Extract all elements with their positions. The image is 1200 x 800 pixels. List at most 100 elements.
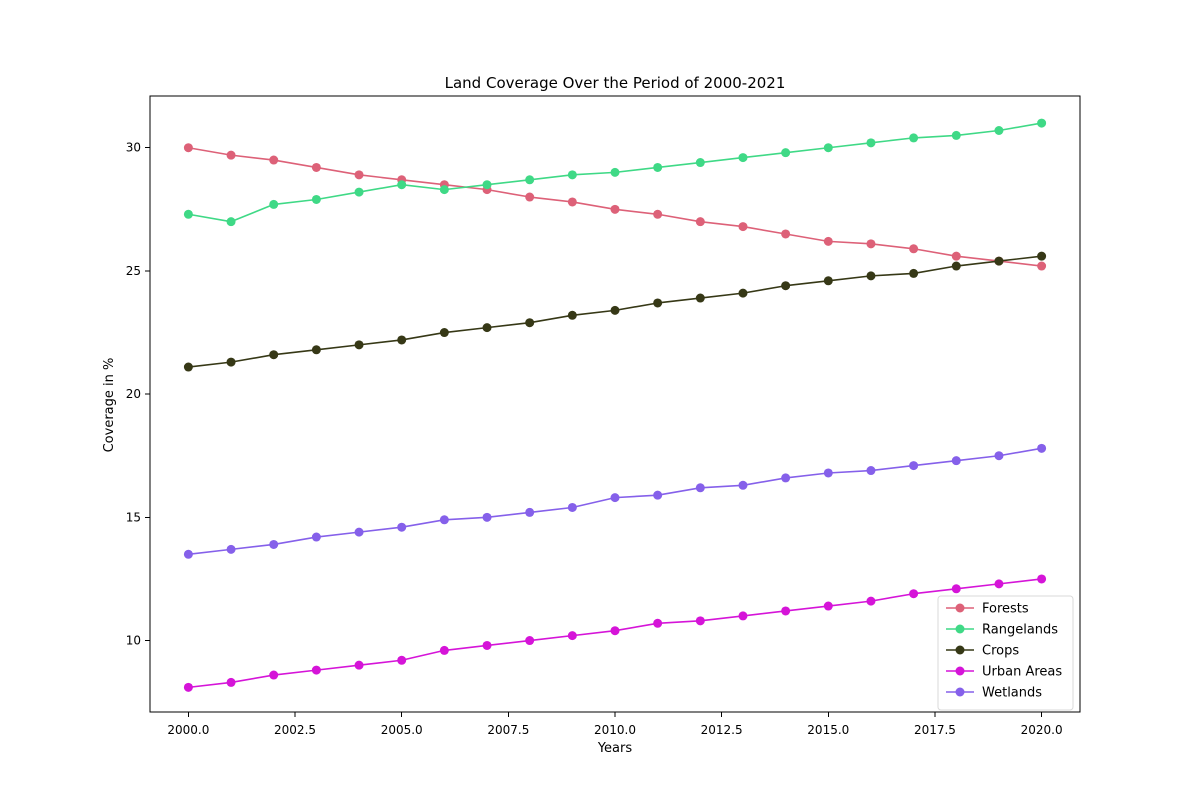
plot-area: [183, 118, 1047, 692]
data-point: [482, 180, 492, 190]
data-point: [695, 616, 705, 626]
axes: 2000.0 2002.5 2005.0 2007.5 2010.0 2012.5 2015…: [126, 95, 1081, 737]
data-point: [525, 507, 535, 517]
y-tick-label: 20: [126, 387, 141, 401]
data-point: [397, 335, 407, 345]
data-point: [269, 539, 279, 549]
legend-label: Wetlands: [982, 686, 1042, 701]
x-tick-label: 2005.0: [381, 723, 423, 737]
data-point: [994, 579, 1004, 589]
data-point: [653, 298, 663, 308]
data-point: [909, 133, 919, 143]
data-point: [525, 175, 535, 185]
data-point: [311, 162, 321, 172]
series-wetlands: [183, 443, 1047, 559]
data-point: [866, 466, 876, 476]
x-tick-label: 2012.5: [701, 723, 743, 737]
data-point: [653, 490, 663, 500]
data-point: [354, 170, 364, 180]
legend-frame: [937, 595, 1074, 711]
data-point: [610, 204, 620, 214]
legend-marker: [955, 687, 965, 697]
data-point: [738, 611, 748, 621]
data-point: [397, 522, 407, 532]
data-point: [567, 197, 577, 207]
data-point: [866, 239, 876, 249]
data-point: [567, 170, 577, 180]
data-point: [866, 596, 876, 606]
data-point: [823, 468, 833, 478]
data-point: [994, 256, 1004, 266]
data-point: [738, 153, 748, 163]
data-point: [695, 158, 705, 168]
data-point: [738, 480, 748, 490]
data-point: [226, 677, 236, 687]
data-point: [866, 271, 876, 281]
data-point: [951, 584, 961, 594]
data-point: [397, 180, 407, 190]
legend-label: Crops: [982, 644, 1019, 659]
data-point: [354, 187, 364, 197]
x-tick-label: 2020.0: [1021, 723, 1063, 737]
data-point: [823, 143, 833, 153]
data-point: [695, 483, 705, 493]
data-point: [823, 601, 833, 611]
data-point: [1037, 443, 1047, 453]
x-tick-label: 2007.5: [487, 723, 529, 737]
x-tick-label: 2002.5: [274, 723, 316, 737]
data-point: [909, 589, 919, 599]
series-forests: [183, 143, 1047, 271]
y-tick-label: 15: [126, 510, 141, 524]
data-point: [354, 660, 364, 670]
data-point: [311, 194, 321, 204]
data-point: [909, 244, 919, 254]
data-point: [610, 167, 620, 177]
data-point: [695, 217, 705, 227]
data-point: [1037, 251, 1047, 261]
data-point: [909, 268, 919, 278]
data-point: [1037, 261, 1047, 271]
data-point: [226, 544, 236, 554]
data-point: [354, 527, 364, 537]
data-point: [1037, 574, 1047, 584]
data-point: [823, 276, 833, 286]
data-point: [951, 261, 961, 271]
x-tick-label: 2017.5: [914, 723, 956, 737]
legend-item: Crops: [946, 644, 1019, 659]
legend-item: Urban Areas: [946, 665, 1062, 680]
data-point: [269, 350, 279, 360]
x-tick-label: 2010.0: [594, 723, 636, 737]
x-tick-label: 2015.0: [807, 723, 849, 737]
data-point: [653, 209, 663, 219]
data-point: [738, 222, 748, 232]
data-point: [482, 640, 492, 650]
legend-item: Rangelands: [946, 623, 1058, 638]
data-point: [439, 645, 449, 655]
legend-label: Rangelands: [982, 623, 1058, 638]
data-point: [354, 340, 364, 350]
data-point: [226, 217, 236, 227]
data-point: [567, 631, 577, 641]
data-point: [226, 150, 236, 160]
data-point: [269, 199, 279, 209]
data-point: [781, 229, 791, 239]
series-crops: [183, 251, 1047, 372]
data-point: [695, 293, 705, 303]
data-point: [311, 665, 321, 675]
data-point: [994, 126, 1004, 135]
data-point: [866, 138, 876, 148]
data-point: [226, 357, 236, 367]
legend-marker: [955, 645, 965, 655]
series-urban-areas: [183, 574, 1047, 692]
data-point: [311, 532, 321, 542]
y-tick-label: 10: [126, 634, 141, 648]
y-tick-label: 30: [126, 141, 141, 155]
legend-marker: [955, 624, 965, 634]
data-point: [397, 655, 407, 665]
data-point: [781, 281, 791, 291]
x-tick-label: 2000.0: [167, 723, 209, 737]
legend: Forests Rangelands Crops Urban Areas Wetland…: [937, 595, 1074, 711]
data-point: [951, 130, 961, 140]
data-point: [653, 618, 663, 628]
